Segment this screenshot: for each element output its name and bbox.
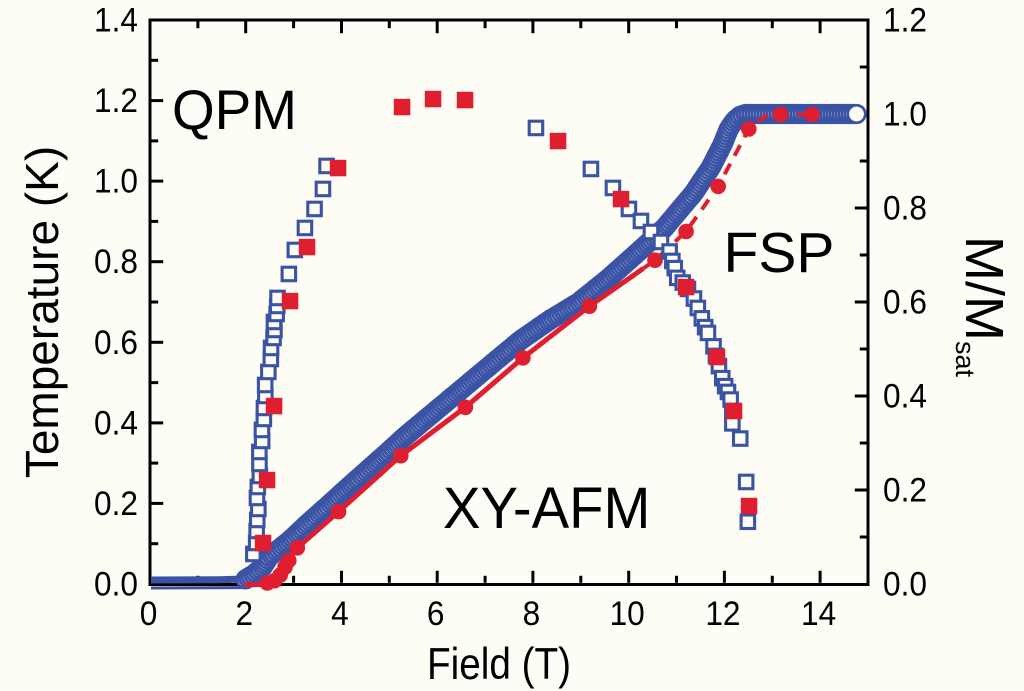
svg-text:0.2: 0.2 bbox=[94, 484, 138, 522]
svg-text:1.0: 1.0 bbox=[94, 162, 138, 200]
svg-text:0.0: 0.0 bbox=[94, 564, 138, 602]
svg-text:0.4: 0.4 bbox=[883, 376, 927, 414]
svg-text:2: 2 bbox=[235, 594, 253, 632]
svg-text:0.6: 0.6 bbox=[94, 323, 138, 361]
svg-text:10: 10 bbox=[610, 594, 645, 632]
svg-text:12: 12 bbox=[705, 594, 740, 632]
svg-text:Temperature (K): Temperature (K) bbox=[16, 146, 68, 478]
svg-text:Field (T): Field (T) bbox=[427, 638, 571, 688]
svg-text:4: 4 bbox=[331, 594, 349, 632]
svg-text:1.0: 1.0 bbox=[883, 94, 927, 132]
svg-text:0.2: 0.2 bbox=[883, 470, 927, 508]
svg-text:6: 6 bbox=[427, 594, 445, 632]
svg-text:1.4: 1.4 bbox=[94, 0, 138, 38]
svg-text:0.8: 0.8 bbox=[883, 188, 927, 226]
svg-text:8: 8 bbox=[523, 594, 541, 632]
svg-text:QPM: QPM bbox=[172, 78, 297, 141]
svg-text:FSP: FSP bbox=[724, 221, 835, 285]
svg-text:14: 14 bbox=[801, 594, 836, 632]
svg-text:1.2: 1.2 bbox=[94, 81, 138, 119]
svg-text:0.0: 0.0 bbox=[883, 564, 927, 602]
svg-text:XY-AFM: XY-AFM bbox=[443, 476, 650, 541]
svg-text:0.6: 0.6 bbox=[883, 282, 927, 320]
svg-text:1.2: 1.2 bbox=[883, 0, 927, 38]
svg-text:0.8: 0.8 bbox=[94, 242, 138, 280]
svg-text:0: 0 bbox=[140, 594, 158, 632]
svg-text:0.4: 0.4 bbox=[94, 403, 138, 441]
